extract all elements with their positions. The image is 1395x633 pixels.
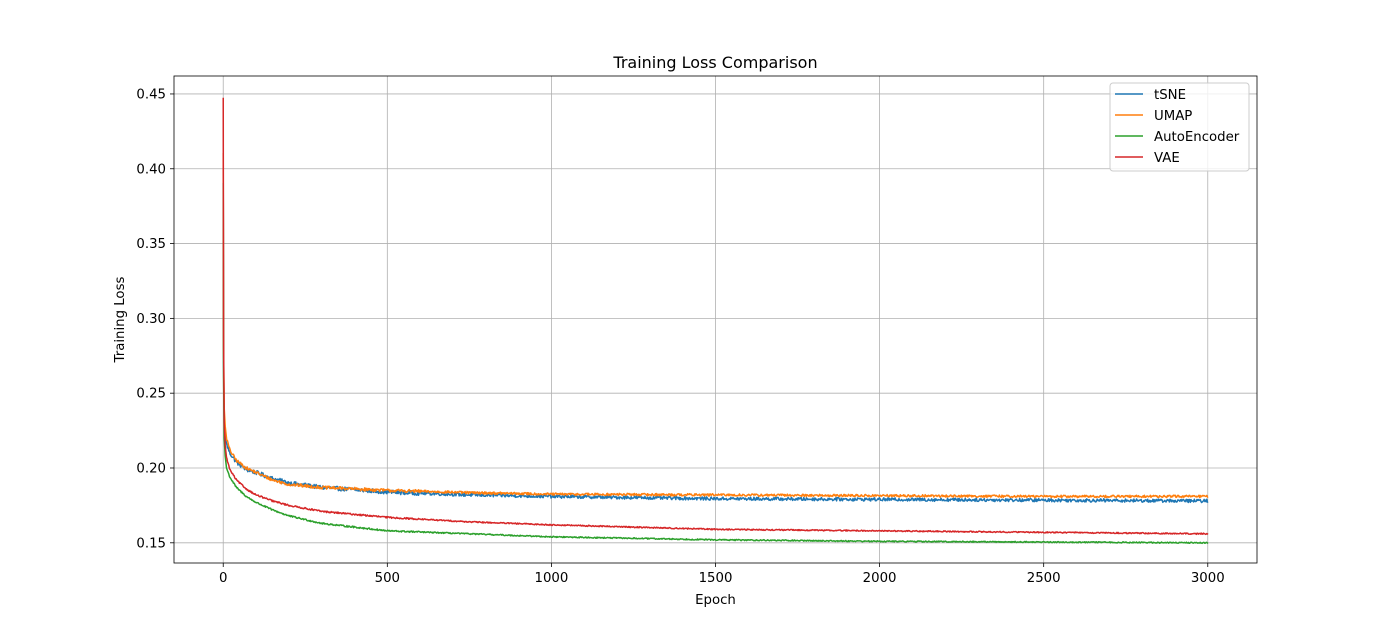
series-line-autoencoder: [222, 182, 1209, 545]
y-axis-ticks: 0.15 0.20 0.25 0.30 0.35 0.40 0.45: [136, 87, 174, 551]
series-line-vae: [222, 97, 1209, 536]
y-tick-label: 0.30: [136, 312, 166, 327]
y-tick-label: 0.15: [136, 536, 166, 551]
x-tick-label: 1500: [699, 571, 733, 586]
legend-label-tsne: tSNE: [1154, 88, 1186, 103]
x-axis-label: Epoch: [695, 593, 736, 608]
y-tick-label: 0.40: [136, 162, 166, 177]
legend-label-autoencoder: AutoEncoder: [1154, 130, 1240, 145]
x-tick-label: 3000: [1191, 571, 1225, 586]
y-tick-label: 0.20: [136, 461, 166, 476]
legend: tSNE UMAP AutoEncoder VAE: [1109, 82, 1250, 172]
x-tick-label: 2500: [1027, 571, 1061, 586]
y-tick-label: 0.45: [136, 87, 166, 102]
chart-title: Training Loss Comparison: [612, 53, 817, 72]
x-tick-label: 1000: [534, 571, 568, 586]
y-tick-label: 0.25: [136, 387, 166, 402]
x-axis-ticks: 0 500 1000 1500 2000 2500 3000: [219, 563, 1225, 586]
y-axis-label: Training Loss: [113, 276, 128, 363]
legend-label-umap: UMAP: [1154, 109, 1192, 124]
x-tick-label: 2000: [863, 571, 897, 586]
x-tick-label: 0: [219, 571, 227, 586]
y-tick-label: 0.35: [136, 237, 166, 252]
x-tick-label: 500: [375, 571, 400, 586]
series-lines: [222, 97, 1209, 545]
series-line-umap: [222, 153, 1209, 499]
legend-label-vae: VAE: [1154, 151, 1180, 166]
series-line-tsne: [222, 168, 1209, 504]
legend-box: [1109, 82, 1250, 172]
